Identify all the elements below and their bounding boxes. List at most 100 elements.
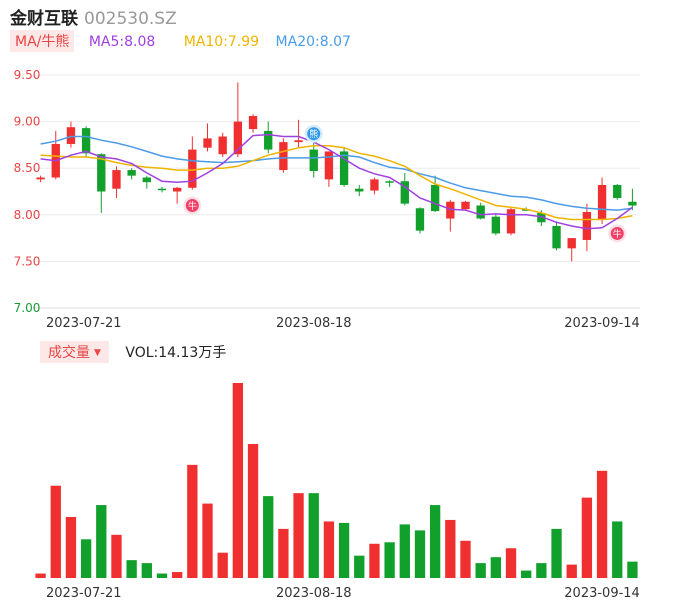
candle-body bbox=[385, 181, 394, 183]
ma-lines bbox=[40, 133, 633, 230]
candle-body bbox=[339, 151, 349, 185]
candle-body bbox=[461, 201, 470, 210]
volume-bar bbox=[217, 552, 228, 578]
candle-body bbox=[127, 170, 136, 176]
bear-marker: 熊 bbox=[304, 124, 323, 143]
volume-bar bbox=[126, 560, 137, 578]
ma10-value: MA10:7.99 bbox=[183, 34, 260, 50]
date-axis-price: 2023-07-21 2023-08-18 2023-09-14 bbox=[46, 316, 640, 331]
caret-down-icon: ▼ bbox=[94, 348, 101, 358]
volume-bar bbox=[566, 564, 577, 578]
volume-bar bbox=[581, 497, 593, 578]
x-tick-label: 2023-08-18 bbox=[276, 586, 352, 601]
volume-bar bbox=[111, 534, 122, 578]
x-tick-label: 2023-07-21 bbox=[46, 586, 122, 601]
bull-marker: 牛 bbox=[608, 224, 627, 243]
volume-bar bbox=[384, 542, 395, 578]
candle-body bbox=[552, 225, 561, 249]
volume-value: VOL:14.13万手 bbox=[125, 345, 227, 361]
candle-body bbox=[476, 205, 485, 219]
volume-bar bbox=[293, 493, 304, 578]
volume-bar bbox=[65, 516, 77, 578]
marker-dot bbox=[185, 198, 199, 212]
candle-body bbox=[157, 188, 167, 191]
volume-bar bbox=[232, 383, 244, 578]
volume-legend: 成交量 ▼ VOL:14.13万手 bbox=[40, 341, 226, 363]
ma20-value: MA20:8.07 bbox=[275, 34, 351, 50]
candle-body bbox=[415, 208, 425, 231]
volume-bar bbox=[141, 563, 152, 578]
candle-body bbox=[172, 187, 182, 192]
volume-bar bbox=[414, 530, 426, 578]
volume-bar bbox=[475, 563, 486, 578]
candle-body bbox=[491, 216, 501, 234]
volume-bar bbox=[338, 522, 350, 578]
candle-body bbox=[506, 209, 516, 234]
candle-body bbox=[248, 116, 258, 130]
candle-body bbox=[582, 212, 592, 240]
candle-body bbox=[218, 136, 227, 155]
candle-body bbox=[537, 212, 546, 223]
candle-body bbox=[279, 142, 288, 171]
marker-dot bbox=[610, 226, 624, 240]
candle-body bbox=[188, 149, 197, 188]
volume-bar bbox=[278, 528, 289, 578]
volume-bar bbox=[323, 521, 335, 578]
stock-name: 金财互联 bbox=[10, 9, 78, 29]
candle-body bbox=[66, 127, 76, 144]
candle-body bbox=[613, 184, 622, 199]
volume-bar bbox=[490, 557, 501, 578]
volume-tag-label: 成交量 bbox=[48, 345, 90, 361]
candle-body bbox=[36, 177, 45, 180]
candlesticks bbox=[36, 82, 637, 262]
price-grid bbox=[33, 74, 640, 309]
bull-marker: 牛 bbox=[183, 196, 202, 215]
volume-bar bbox=[202, 503, 213, 578]
marker-label: 牛 bbox=[188, 200, 197, 212]
date-axis-volume: 2023-07-21 2023-08-18 2023-09-14 bbox=[46, 586, 640, 601]
volume-bar bbox=[460, 540, 471, 578]
volume-bar bbox=[445, 519, 456, 578]
volume-bar bbox=[369, 543, 380, 578]
marker-dot bbox=[307, 127, 321, 141]
volume-bar bbox=[263, 496, 274, 578]
candle-body bbox=[355, 188, 364, 192]
volume-indicator-button[interactable]: 成交量 ▼ bbox=[40, 341, 109, 363]
volume-bar bbox=[429, 505, 441, 578]
y-tick-label: 7.00 bbox=[14, 301, 41, 315]
candle-body bbox=[81, 128, 91, 154]
candle-body bbox=[233, 121, 243, 155]
price-axis: 9.50 9.00 8.50 8.00 7.50 7.00 bbox=[14, 68, 41, 315]
volume-bar bbox=[399, 524, 410, 578]
volume-bar bbox=[35, 573, 46, 578]
candle-body bbox=[142, 177, 151, 183]
volume-bar bbox=[80, 539, 92, 578]
marker-label: 熊 bbox=[309, 128, 318, 140]
ma5-value: MA5:8.08 bbox=[88, 34, 156, 50]
volume-bar bbox=[247, 444, 259, 578]
y-tick-label: 9.00 bbox=[14, 115, 41, 129]
ma20-line bbox=[40, 135, 633, 211]
ma-indicator-button[interactable]: MA/牛熊 bbox=[10, 30, 75, 52]
y-tick-label: 7.50 bbox=[14, 254, 41, 268]
candle-body bbox=[446, 201, 455, 219]
candle-body bbox=[97, 154, 106, 192]
candle-body bbox=[112, 170, 121, 189]
y-tick-label: 8.00 bbox=[14, 208, 41, 222]
candle-body bbox=[309, 149, 318, 171]
signal-markers: 牛 熊牛 bbox=[183, 124, 627, 243]
ma-legend: MA/牛熊 MA5:8.08 MA10:7.99 MA20:8.07 bbox=[10, 30, 351, 52]
ma5-line bbox=[40, 133, 633, 230]
candle-body bbox=[294, 140, 303, 143]
candle-body bbox=[567, 238, 576, 249]
volume-bar bbox=[536, 563, 547, 578]
candle-body bbox=[597, 184, 607, 220]
volume-bar bbox=[505, 548, 517, 578]
volume-bar bbox=[50, 485, 61, 578]
volume-bar bbox=[521, 570, 532, 578]
volume-bar bbox=[96, 505, 107, 578]
ma10-line bbox=[40, 145, 633, 221]
volume-bars bbox=[35, 383, 638, 578]
marker-label: 牛 bbox=[613, 228, 622, 240]
